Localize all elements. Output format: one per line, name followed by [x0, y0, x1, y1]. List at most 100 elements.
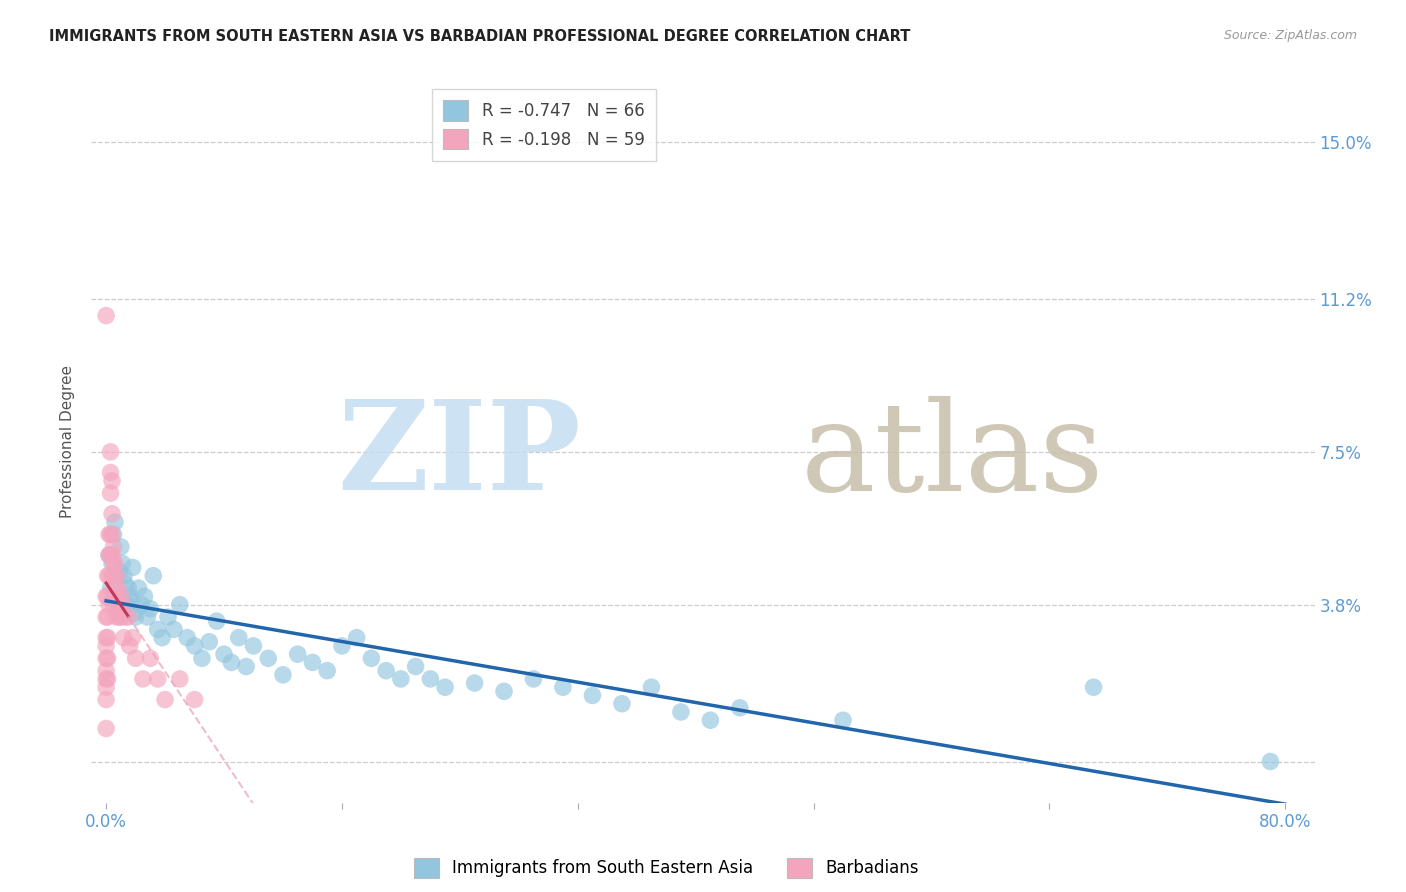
Point: [108, 565, 131, 579]
Point: [103, 598, 125, 612]
Point: [103, 527, 125, 541]
Point: [139, 651, 162, 665]
Point: [107, 590, 129, 604]
Point: [146, 623, 169, 637]
Point: [131, 598, 153, 612]
Text: ZIP: ZIP: [337, 395, 581, 516]
Point: [271, 668, 294, 682]
Point: [98, 568, 121, 582]
Point: [434, 680, 457, 694]
Point: [94, 664, 117, 678]
Point: [581, 689, 603, 703]
Point: [97, 610, 120, 624]
Point: [94, 309, 117, 323]
Point: [104, 557, 127, 571]
Point: [551, 680, 574, 694]
Point: [115, 598, 138, 612]
Point: [105, 610, 128, 624]
Point: [522, 672, 544, 686]
Point: [163, 623, 186, 637]
Point: [94, 672, 117, 686]
Point: [121, 631, 143, 645]
Point: [640, 680, 662, 694]
Point: [97, 590, 120, 604]
Point: [101, 527, 124, 541]
Point: [728, 701, 751, 715]
Point: [101, 568, 124, 582]
Point: [118, 639, 141, 653]
Point: [330, 639, 353, 653]
Point: [142, 568, 165, 582]
Point: [100, 486, 122, 500]
Point: [108, 610, 131, 624]
Y-axis label: Professional Degree: Professional Degree: [60, 365, 76, 518]
Point: [108, 598, 131, 612]
Text: atlas: atlas: [801, 395, 1104, 516]
Point: [94, 651, 117, 665]
Point: [97, 568, 120, 582]
Point: [104, 581, 127, 595]
Point: [176, 631, 198, 645]
Point: [105, 590, 128, 604]
Point: [107, 581, 129, 595]
Point: [128, 581, 150, 595]
Text: IMMIGRANTS FROM SOUTH EASTERN ASIA VS BARBADIAN PROFESSIONAL DEGREE CORRELATION : IMMIGRANTS FROM SOUTH EASTERN ASIA VS BA…: [49, 29, 911, 44]
Point: [100, 548, 122, 562]
Point: [699, 713, 721, 727]
Point: [114, 577, 136, 591]
Point: [124, 651, 146, 665]
Point: [98, 527, 121, 541]
Point: [111, 557, 134, 571]
Point: [146, 672, 169, 686]
Point: [105, 568, 128, 582]
Point: [100, 527, 122, 541]
Point: [1260, 755, 1282, 769]
Point: [122, 606, 145, 620]
Point: [205, 614, 228, 628]
Point: [242, 639, 264, 653]
Point: [112, 631, 135, 645]
Point: [110, 540, 132, 554]
Point: [94, 590, 117, 604]
Point: [101, 474, 124, 488]
Point: [97, 672, 120, 686]
Point: [212, 647, 235, 661]
Point: [103, 568, 125, 582]
Point: [98, 548, 121, 562]
Point: [117, 610, 139, 624]
Point: [228, 631, 250, 645]
Point: [117, 581, 139, 595]
Point: [111, 598, 134, 612]
Point: [139, 601, 162, 615]
Point: [257, 651, 280, 665]
Point: [94, 722, 117, 736]
Point: [198, 634, 221, 648]
Point: [1083, 680, 1105, 694]
Point: [101, 507, 124, 521]
Point: [136, 610, 159, 624]
Point: [221, 656, 243, 670]
Point: [124, 610, 146, 624]
Point: [112, 568, 135, 582]
Point: [183, 639, 205, 653]
Point: [132, 672, 155, 686]
Point: [100, 466, 122, 480]
Legend: Immigrants from South Eastern Asia, Barbadians: Immigrants from South Eastern Asia, Barb…: [408, 851, 925, 885]
Point: [346, 631, 368, 645]
Point: [103, 590, 125, 604]
Point: [103, 540, 125, 554]
Point: [153, 692, 176, 706]
Point: [97, 651, 120, 665]
Point: [97, 631, 120, 645]
Point: [94, 631, 117, 645]
Point: [94, 680, 117, 694]
Point: [610, 697, 633, 711]
Point: [669, 705, 692, 719]
Point: [101, 548, 124, 562]
Point: [235, 659, 257, 673]
Point: [110, 610, 132, 624]
Point: [134, 590, 156, 604]
Point: [94, 639, 117, 653]
Point: [120, 593, 142, 607]
Point: [405, 659, 427, 673]
